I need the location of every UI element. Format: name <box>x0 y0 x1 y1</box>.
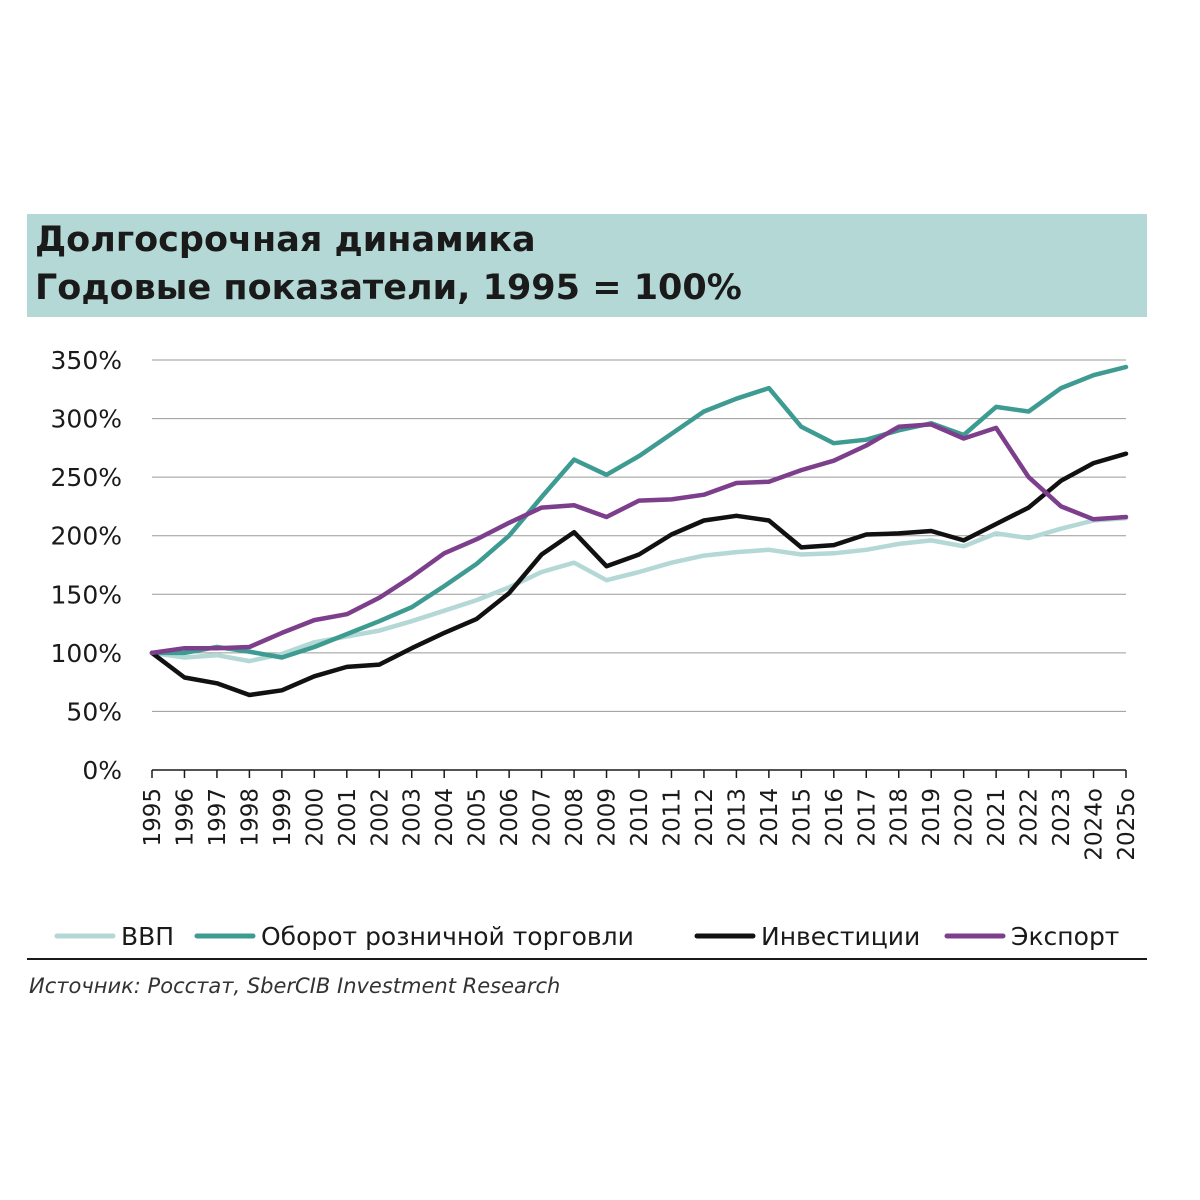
chart-subtitle: Годовые показатели, 1995 = 100% <box>35 268 742 308</box>
x-tick-label: 2008 <box>562 788 588 847</box>
x-tick-label: 2000 <box>302 788 328 847</box>
y-tick-label: 150% <box>51 580 122 609</box>
x-tick-label: 2010 <box>627 788 653 847</box>
x-tick-label: 2005 <box>465 788 491 847</box>
x-tick-label: 2020 <box>952 788 978 847</box>
y-tick-label: 200% <box>51 522 122 551</box>
source-divider <box>27 958 1147 960</box>
x-tick-label: 2007 <box>530 788 556 847</box>
x-tick-label: 2004 <box>432 788 458 847</box>
x-tick-label: 1999 <box>270 788 296 847</box>
x-tick-label: 2024о <box>1082 788 1108 861</box>
legend: ВВП Оборот розничной торговли Инвестиции Эк… <box>54 922 1119 951</box>
x-tick-label: 1996 <box>172 788 198 847</box>
x-axis: 1995 1996 1997 1998 1999 2000 2001 2002 2003 2004… <box>140 769 1140 861</box>
y-tick-label: 50% <box>66 697 122 726</box>
x-tick-label: 2015 <box>789 788 815 847</box>
y-axis-ticks: 0% 50% 100% 150% 200% 250% 300% 350% <box>51 346 122 785</box>
x-tick-label: 2013 <box>724 788 750 847</box>
legend-label: Инвестиции <box>761 922 920 951</box>
y-tick-label: 250% <box>51 463 122 492</box>
x-tick-label: 1995 <box>140 788 166 847</box>
series-line-2 <box>149 451 1129 698</box>
source-note: Источник: Росстат, SberCIB Investment Re… <box>29 974 561 998</box>
x-tick-label: 2019 <box>919 788 945 847</box>
x-tick-label: 2003 <box>400 788 426 847</box>
x-tick-label: 2002 <box>367 788 393 847</box>
series-line-3 <box>149 422 1129 656</box>
legend-label: Экспорт <box>1011 922 1119 951</box>
x-tick-label: 1998 <box>237 788 263 847</box>
legend-label: Оборот розничной торговли <box>261 922 634 951</box>
x-tick-label: 2021 <box>984 788 1010 847</box>
x-tick-label: 2025о <box>1114 788 1140 861</box>
chart-title: Долгосрочная динамика <box>35 220 536 260</box>
x-tick-label: 2012 <box>692 788 718 847</box>
gridlines <box>152 359 1126 712</box>
x-tick-label: 2016 <box>822 788 848 847</box>
x-tick-label: 2022 <box>1017 788 1043 847</box>
x-tick-label: 2009 <box>595 788 621 847</box>
x-tick-label: 2014 <box>757 788 783 847</box>
legend-label: ВВП <box>121 922 174 951</box>
y-tick-label: 300% <box>51 405 122 434</box>
x-tick-label: 2011 <box>659 788 685 847</box>
x-tick-label: 2001 <box>335 788 361 847</box>
x-tick-label: 2018 <box>887 788 913 847</box>
line-chart: 0%50%100%150%200%250%300%350% 1995 1996 19… <box>51 346 1140 951</box>
series-line-0 <box>149 515 1129 664</box>
x-tick-label: 2006 <box>497 788 523 847</box>
y-tick-label: 0% <box>82 756 122 785</box>
series-line-1 <box>149 364 1129 660</box>
x-tick-label: 2023 <box>1049 788 1075 847</box>
y-tick-label: 100% <box>51 639 122 668</box>
x-tick-label: 1997 <box>205 788 231 847</box>
x-tick-label: 2017 <box>854 788 880 847</box>
y-tick-label: 350% <box>51 346 122 375</box>
series-lines <box>149 364 1129 698</box>
chart-title-banner: Долгосрочная динамика Годовые показатели… <box>27 214 1147 317</box>
